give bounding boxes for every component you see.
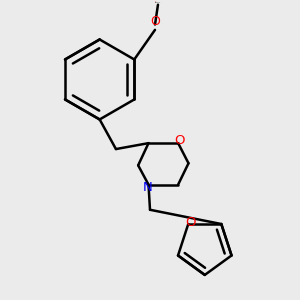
Text: N: N [142,181,152,194]
Text: O: O [175,134,185,147]
Text: O: O [150,15,160,28]
Text: O: O [154,1,156,2]
Text: O: O [185,216,196,229]
Text: methoxy: methoxy [155,2,161,3]
